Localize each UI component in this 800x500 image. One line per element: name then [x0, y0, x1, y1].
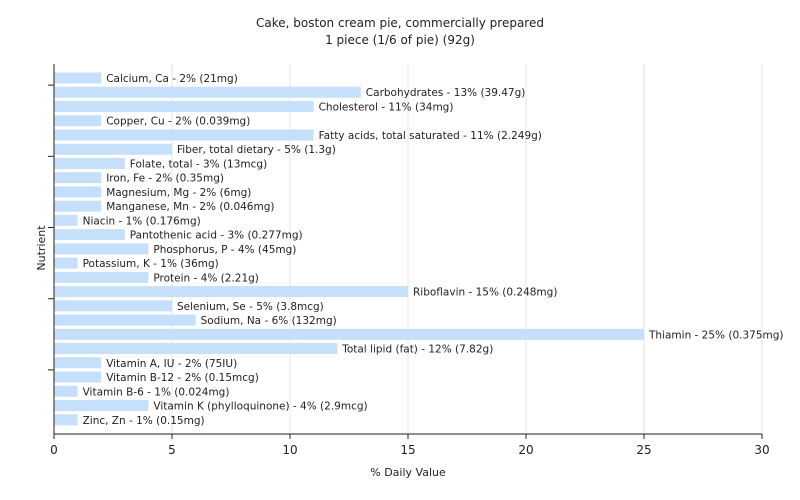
x-tick-label: 20 — [518, 443, 533, 457]
bar — [54, 229, 125, 241]
bar-label: Protein - 4% (2.21g) — [153, 272, 259, 284]
bar — [54, 143, 172, 155]
bar — [54, 100, 314, 112]
bars-group: Calcium, Ca - 2% (21mg) Carbohydrates - 1… — [54, 72, 784, 427]
bar-label: Fatty acids, total saturated - 11% (2.24… — [319, 130, 542, 142]
bar — [54, 86, 361, 98]
bar-label: Thiamin - 25% (0.375mg) — [648, 329, 784, 341]
gridlines — [171, 64, 763, 434]
chart-subtitle: 1 piece (1/6 of pie) (92g) — [325, 33, 475, 47]
axes-group: 0 5 10 15 20 25 30 — [48, 64, 770, 457]
bar — [54, 400, 149, 412]
bar — [54, 157, 125, 169]
bar — [54, 72, 102, 84]
bar-label: Total lipid (fat) - 12% (7.82g) — [341, 344, 493, 356]
bar-label: Phosphorus, P - 4% (45mg) — [153, 244, 296, 256]
bar — [54, 300, 172, 312]
x-tick-label: 5 — [168, 443, 176, 457]
bar-label: Copper, Cu - 2% (0.039mg) — [106, 116, 250, 128]
bar-label: Selenium, Se - 5% (3.8mcg) — [177, 301, 324, 313]
bar — [54, 414, 78, 426]
bar-label: Riboflavin - 15% (0.248mg) — [413, 287, 557, 299]
x-axis-title: % Daily Value — [370, 466, 446, 479]
bar — [54, 129, 314, 141]
bar — [54, 200, 102, 212]
bar-label: Cholesterol - 11% (34mg) — [319, 101, 454, 113]
bar-label: Zinc, Zn - 1% (0.15mg) — [83, 415, 205, 427]
x-tick-label: 30 — [754, 443, 769, 457]
bar-label: Vitamin A, IU - 2% (75IU) — [106, 358, 237, 370]
bar-label: Vitamin B-12 - 2% (0.15mcg) — [106, 372, 259, 384]
bar-label: Manganese, Mn - 2% (0.046mg) — [106, 201, 274, 213]
bar — [54, 172, 102, 184]
bar-label: Potassium, K - 1% (36mg) — [83, 258, 219, 270]
bar-label: Pantothenic acid - 3% (0.277mg) — [130, 230, 303, 242]
x-tick-label: 15 — [400, 443, 415, 457]
bar-label: Folate, total - 3% (13mcg) — [130, 158, 267, 170]
chart-title: Cake, boston cream pie, commercially pre… — [256, 16, 544, 30]
bar-label: Vitamin B-6 - 1% (0.024mg) — [83, 386, 230, 398]
bar — [54, 243, 149, 255]
bar-label: Fiber, total dietary - 5% (1.3g) — [177, 144, 336, 156]
bar — [54, 357, 102, 369]
bar — [54, 214, 78, 226]
bar — [54, 271, 149, 283]
bar — [54, 343, 338, 355]
bar-label: Sodium, Na - 6% (132mg) — [201, 315, 337, 327]
bar-label: Magnesium, Mg - 2% (6mg) — [106, 187, 251, 199]
bar-label: Niacin - 1% (0.176mg) — [83, 215, 201, 227]
bar — [54, 328, 644, 340]
y-axis-title: Nutrient — [35, 225, 48, 271]
bar-label: Iron, Fe - 2% (0.35mg) — [106, 173, 224, 185]
bar — [54, 314, 196, 326]
bar — [54, 257, 78, 269]
bar — [54, 385, 78, 397]
x-tick-label: 10 — [282, 443, 297, 457]
x-tick-label: 25 — [636, 443, 651, 457]
bar — [54, 186, 102, 198]
bar-label: Vitamin K (phylloquinone) - 4% (2.9mcg) — [153, 401, 367, 413]
x-tick-label: 0 — [50, 443, 58, 457]
bar-label: Carbohydrates - 13% (39.47g) — [366, 87, 526, 99]
bar — [54, 115, 102, 127]
bar-label: Calcium, Ca - 2% (21mg) — [106, 73, 238, 85]
bar — [54, 286, 408, 298]
bar — [54, 371, 102, 383]
